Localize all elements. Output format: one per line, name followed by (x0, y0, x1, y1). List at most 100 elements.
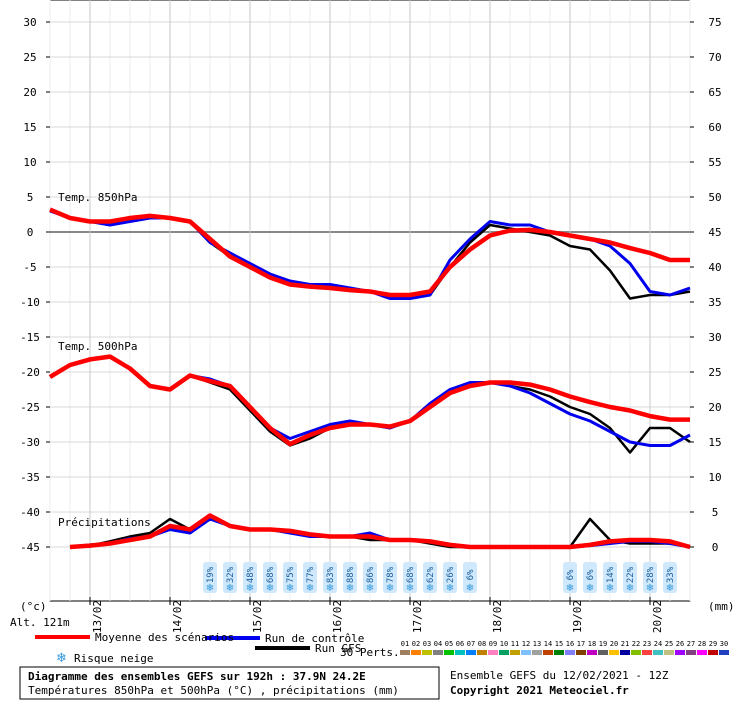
perturbation-swatch (675, 650, 685, 655)
x-tick-label: 18/02 (491, 600, 504, 633)
snow-risk: 88%❄ (343, 562, 357, 594)
perturbation-swatch (543, 650, 553, 655)
perturbation-label: 09 (489, 640, 497, 648)
y-tick-label: -10 (20, 296, 40, 309)
title: Diagramme des ensembles GEFS sur 192h : … (28, 670, 366, 683)
legend-label: Run de contrôle (265, 632, 364, 645)
legend-label: Run GFS (315, 642, 361, 655)
y2-tick-label: 65 (708, 86, 721, 99)
snow-risk-box (263, 562, 277, 593)
y-tick-label: 25 (23, 51, 36, 64)
run-info: Ensemble GEFS du 12/02/2021 - 12Z (450, 669, 669, 682)
snow-risk-label: 33% (666, 566, 676, 583)
legend-label: Moyenne des scénarios (95, 631, 234, 644)
snow-flake: ❄ (666, 583, 674, 594)
perturbation-swatch (565, 650, 575, 655)
marks: 19%❄32%❄48%❄68%❄75%❄77%❄83%❄88%❄86%❄78%❄… (48, 207, 691, 594)
y-tick-label: 10 (23, 156, 36, 169)
snow-flake: ❄ (466, 583, 474, 594)
perturbation-label: 21 (621, 640, 629, 648)
snow-risk-label: 68% (406, 566, 416, 583)
x-tick-label: 20/02 (651, 600, 664, 633)
snow-risk-box (203, 562, 217, 593)
y-tick-label: 5 (27, 191, 34, 204)
snow-risk-label: 77% (306, 566, 316, 583)
y-tick-label: 20 (23, 86, 36, 99)
perturbation-swatch (433, 650, 443, 655)
snow-risk-label: 32% (226, 566, 236, 583)
snow-flake: ❄ (566, 583, 574, 594)
snow-risk-box (463, 562, 477, 593)
perturbation-label: 11 (511, 640, 519, 648)
snow-flake: ❄ (606, 583, 614, 594)
x-tick-label: 19/02 (571, 600, 584, 633)
snow-risk-label: 88% (346, 566, 356, 583)
perturbation-label: 06 (456, 640, 464, 648)
perturbation-swatch (719, 650, 729, 655)
snow-risk: 86%❄ (363, 562, 377, 594)
y2-tick-label: 15 (708, 436, 721, 449)
perturbation-swatch (521, 650, 531, 655)
snow-flake: ❄ (646, 583, 654, 594)
perturbation-swatch (631, 650, 641, 655)
snow-flake: ❄ (586, 583, 594, 594)
snow-risk-box (603, 562, 617, 593)
perturbation-label: 17 (577, 640, 585, 648)
perturbation-label: 12 (522, 640, 530, 648)
snow-risk: 19%❄ (203, 562, 217, 594)
perturbation-label: 04 (434, 640, 442, 648)
snow-risk: 33%❄ (663, 562, 677, 594)
x-tick-label: 16/02 (331, 600, 344, 633)
y2-tick-label: 35 (708, 296, 721, 309)
perturbation-label: 03 (423, 640, 431, 648)
perturbation-label: 29 (709, 640, 717, 648)
snow-risk: 6% ❄ (583, 562, 597, 594)
perturbation-label: 15 (555, 640, 563, 648)
y2-tick-label: 70 (708, 51, 721, 64)
perturbation-label: 13 (533, 640, 541, 648)
snow-risk-label: 75% (286, 566, 296, 583)
snow-risk: 75%❄ (283, 562, 297, 594)
perturbation-label: 01 (401, 640, 409, 648)
perturbation-swatch (444, 650, 454, 655)
snow-risk-label: 14% (606, 566, 616, 583)
perturbation-swatch (587, 650, 597, 655)
perturbation-label: 25 (665, 640, 673, 648)
snow-risk-box (563, 562, 577, 593)
snow-risk-box (223, 562, 237, 593)
perturbation-label: 02 (412, 640, 420, 648)
snow-risk: 14%❄ (603, 562, 617, 594)
y-tick-label: -30 (20, 436, 40, 449)
snow-risk-label: 62% (426, 566, 436, 583)
snow-risk: 68%❄ (263, 562, 277, 594)
snow-risk-box (383, 562, 397, 593)
snow-risk-label: 6% (566, 569, 576, 580)
snow-risk: 77%❄ (303, 562, 317, 594)
snow-risk-box (643, 562, 657, 593)
annotation: Temp. 850hPa (58, 191, 137, 204)
y2-tick-label: 20 (708, 401, 721, 414)
snow-risk-box (623, 562, 637, 593)
snow-risk: 26%❄ (443, 562, 457, 594)
y2-tick-label: 50 (708, 191, 721, 204)
annotation: Temp. 500hPa (58, 340, 137, 353)
snow-risk-label: 22% (626, 566, 636, 583)
snow-flake: ❄ (426, 583, 434, 594)
perturbation-label: 07 (467, 640, 475, 648)
perturbation-swatch (455, 650, 465, 655)
line-precip (69, 513, 691, 550)
snow-flake: ❄ (266, 583, 274, 594)
perturbation-swatch (653, 650, 663, 655)
perturbation-swatch (576, 650, 586, 655)
snow-legend: Risque neige (74, 652, 153, 665)
info-box (19, 666, 440, 700)
snow-risk: 48%❄ (243, 562, 257, 594)
altitude: Alt. 121m (10, 616, 70, 629)
snow-risk: 62%❄ (423, 562, 437, 594)
perturbation-swatch (598, 650, 608, 655)
y2-tick-label: 0 (712, 541, 719, 554)
y-tick-label: -45 (20, 541, 40, 554)
perturbation-swatch (411, 650, 421, 655)
perturbation-label: 19 (599, 640, 607, 648)
